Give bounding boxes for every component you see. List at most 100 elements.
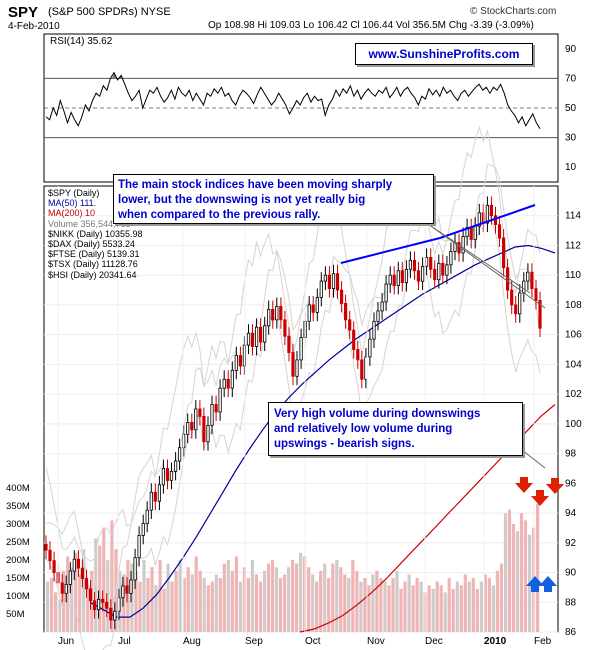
volume-bar [270,560,275,632]
volume-bar [367,585,371,632]
volume-bar [170,581,174,632]
candle-body [518,292,522,315]
month-label: Dec [425,636,443,647]
volume-bar [258,581,263,632]
candle-body [493,215,498,225]
candle-body [469,227,473,240]
volume-bar [238,581,242,632]
volume-bar [415,578,419,632]
month-label: Nov [367,636,385,647]
volume-bar [299,552,303,632]
candle-body [64,584,68,594]
candle-body [169,470,174,481]
volume-bar [431,588,435,632]
candle-body [113,610,117,621]
legend-volume: Volume 356,544,765 [48,218,131,229]
candle-body [526,271,530,282]
candle-body [429,256,433,270]
volume-bar [198,570,202,632]
candle-body [461,236,465,254]
volume-bar [178,560,182,632]
price-tick-label: 96 [565,478,577,489]
volume-bar [230,570,234,632]
candle-body [206,424,210,443]
candle-body [263,325,267,343]
price-tick-label: 100 [565,419,582,430]
volume-bar [515,531,520,632]
trendline-left [340,237,441,264]
candle-body [194,408,198,431]
watermark-box: www.SunshineProfits.com [355,43,533,65]
candle-body [416,270,421,282]
candle-body [214,404,218,413]
candle-body [538,300,542,329]
volume-bar [363,578,367,632]
blue-arrow-icon [539,576,557,592]
candle-body [76,558,80,569]
volume-bar [483,574,487,632]
price-tick-label: 88 [565,597,577,608]
candle-body [44,543,48,551]
rsi-y-axis: 10 30 50 70 90 [565,44,577,173]
candle-body [404,268,409,284]
month-label: Feb [534,636,552,647]
candle-body [449,250,453,266]
price-tick-label: 102 [565,389,582,400]
candle-body [190,421,194,431]
candle-body [360,359,364,380]
candle-body [198,408,202,417]
rsi-tick-label: 70 [565,73,577,84]
candle-body [129,579,133,594]
volume-bar [134,570,138,632]
volume-bar [371,574,375,632]
candle-body [267,308,271,327]
candle-body [287,335,291,354]
price-tick-label: 114 [565,211,581,222]
candle-body [299,337,303,361]
volume-bar [242,567,246,632]
candle-body [48,549,52,562]
candle-body [368,338,372,358]
volume-tick-label: 250M [6,537,30,548]
candle-body [396,270,400,287]
candle-body [331,273,336,290]
volume-bar [499,563,503,632]
volume-bar [66,556,70,632]
candle-body [101,598,105,603]
volume-bar [130,563,134,632]
volume-bar [126,560,130,632]
candle-body [186,421,190,435]
volume-bar [471,578,475,632]
volume-bar [399,588,403,632]
volume-tick-label: 200M [6,555,30,566]
ma50-line [89,244,556,618]
volume-bar [347,578,351,632]
price-tick-label: 86 [565,627,577,638]
price-tick-label: 98 [565,449,577,460]
volume-bar [226,560,230,632]
candle-body [137,535,141,559]
volume-tick-label: 100M [6,591,30,602]
candle-body [218,387,222,413]
volume-bar [254,574,258,632]
volume-bar [359,581,363,632]
volume-bar [106,560,110,632]
candle-body [356,349,360,361]
volume-bar [46,581,50,632]
volume-bar [407,574,411,632]
volume-bar [411,585,415,632]
candle-body [501,237,506,269]
candle-body [242,344,246,367]
candle-body [149,491,153,511]
candle-body [230,369,234,389]
volume-bar [174,570,178,632]
candle-body [234,355,238,371]
volume-bar [319,570,323,632]
volume-bar [427,585,431,632]
volume-bar [266,563,271,632]
candle-body [530,271,534,290]
rsi-label: RSI(14) 35.62 [50,36,113,47]
candle-body [437,262,441,281]
candle-body [210,404,214,426]
